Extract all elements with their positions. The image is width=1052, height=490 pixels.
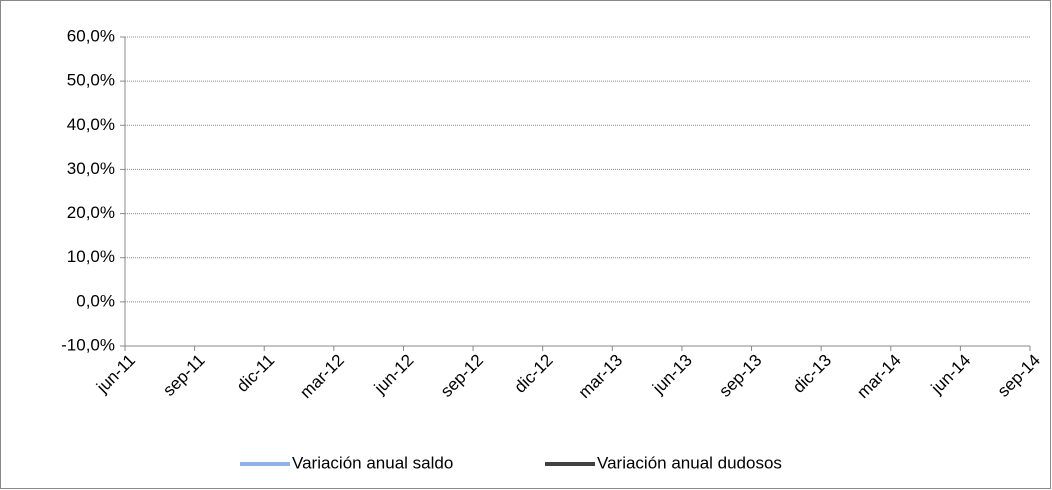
y-tick-label: 0,0% <box>76 291 115 310</box>
y-tick-label: 30,0% <box>67 159 115 178</box>
y-tick-label: 50,0% <box>67 71 115 90</box>
y-tick-label: 40,0% <box>67 115 115 134</box>
y-tick-label: -10,0% <box>61 335 115 354</box>
y-tick-label: 20,0% <box>67 203 115 222</box>
y-tick-label: 10,0% <box>67 247 115 266</box>
legend-label: Variación anual saldo <box>292 453 453 472</box>
y-tick-label: 60,0% <box>67 26 115 45</box>
legend-label: Variación anual dudosos <box>597 453 782 472</box>
